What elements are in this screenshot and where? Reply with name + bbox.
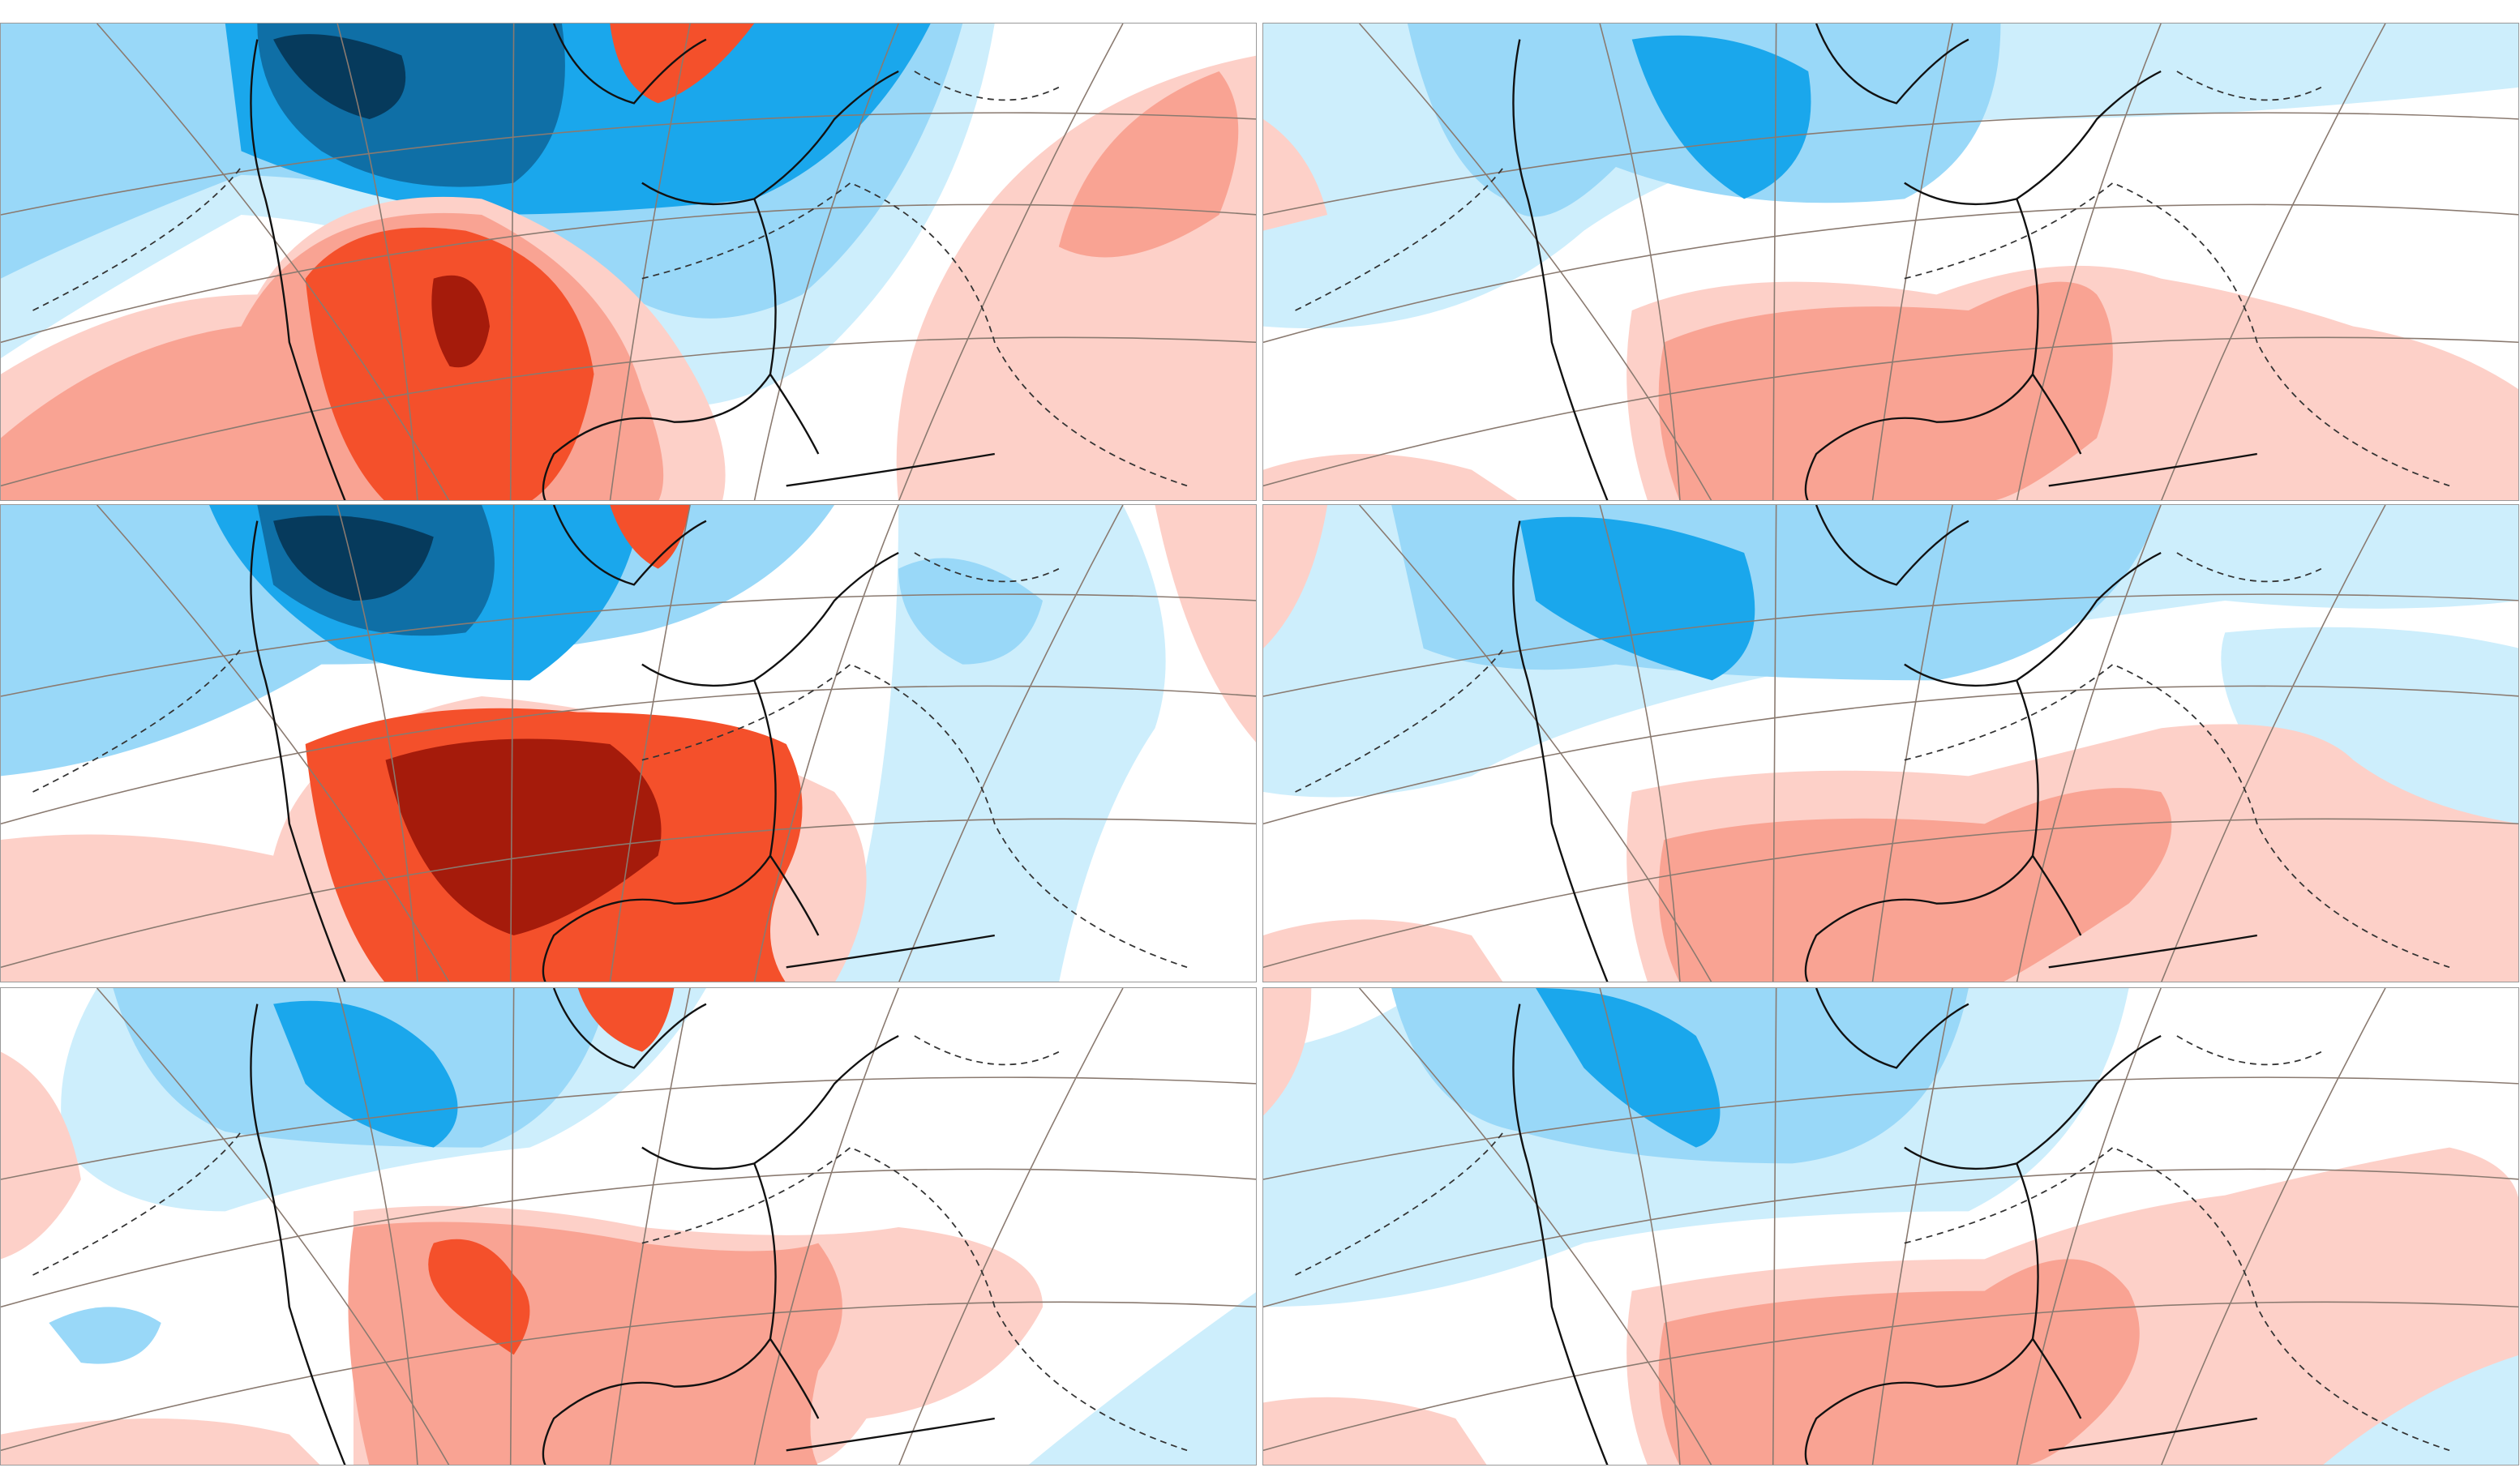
map-panel: [1262, 23, 2519, 501]
anomaly-map: [1263, 24, 2518, 500]
map-panel: [0, 504, 1257, 982]
anomaly-map: [1, 505, 1256, 982]
anomaly-map: [1263, 988, 2518, 1465]
map-panel: [1262, 504, 2519, 982]
map-panel: [0, 987, 1257, 1466]
anomaly-map: [1, 24, 1256, 500]
anomaly-map: [1, 988, 1256, 1465]
anomaly-map: [1263, 505, 2518, 982]
map-panel: [0, 23, 1257, 501]
map-panel: [1262, 987, 2519, 1466]
